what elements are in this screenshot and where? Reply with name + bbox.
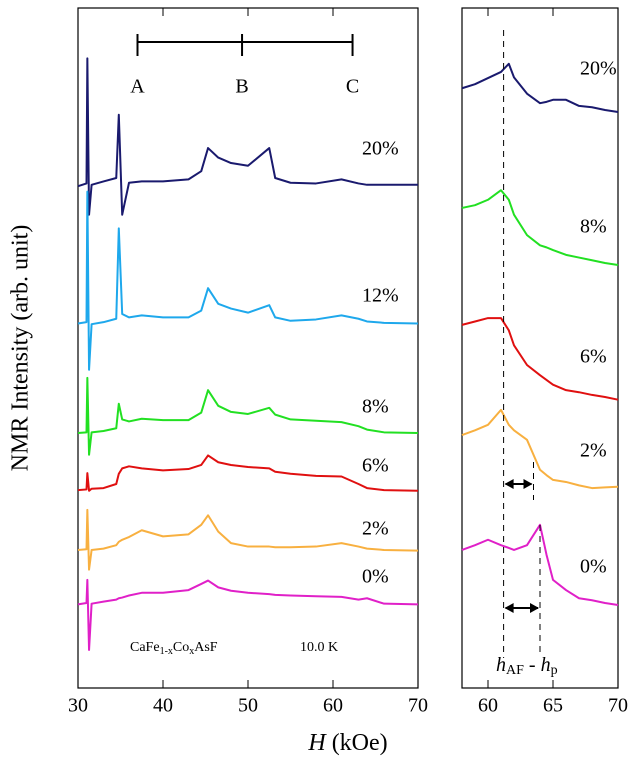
x-tick-label: 60 xyxy=(323,695,343,717)
series-label: 6% xyxy=(362,455,389,477)
compound-part: Co xyxy=(173,640,189,655)
difference-label: hAF - hp xyxy=(496,654,558,679)
spectrum-line xyxy=(77,190,419,371)
series-label: 2% xyxy=(580,440,607,462)
subscript: p xyxy=(551,663,558,678)
bracket-label: A xyxy=(130,76,145,98)
compound-part: CaFe xyxy=(130,640,160,655)
arrow-head xyxy=(504,479,514,489)
x-tick-label: 70 xyxy=(408,695,428,717)
spectrum-line xyxy=(461,317,619,401)
x-tick-label: 40 xyxy=(153,695,173,717)
right-frame xyxy=(461,7,619,689)
spectrum-line xyxy=(461,62,619,114)
x-tick-label: 60 xyxy=(478,695,498,717)
spectrum-line xyxy=(77,578,419,651)
x-axis-label: H (kOe) xyxy=(307,730,387,756)
minus: - xyxy=(524,654,541,676)
series-label: 20% xyxy=(362,138,399,160)
spectrum-line xyxy=(461,189,619,267)
x-tick-label: 70 xyxy=(608,695,628,717)
spectrum-line xyxy=(77,376,419,456)
x-tick-label: 65 xyxy=(543,695,563,717)
series-label: 0% xyxy=(362,566,389,588)
symbol: h xyxy=(541,654,551,676)
spectrum-line xyxy=(77,454,419,492)
spectrum-line xyxy=(77,508,419,571)
series-label: 6% xyxy=(580,346,607,368)
x-tick-label: 50 xyxy=(238,695,258,717)
symbol: h xyxy=(496,654,506,676)
x-tick-label: 30 xyxy=(68,695,88,717)
bracket-label: B xyxy=(235,76,248,98)
temperature-label: 10.0 K xyxy=(300,640,338,655)
compound-label: CaFe1-xCoxAsF xyxy=(130,640,218,657)
series-label: 8% xyxy=(362,396,389,418)
compound-subscript: x xyxy=(189,646,194,657)
arrow-head xyxy=(530,603,539,613)
x-label-unit: (kOe) xyxy=(326,730,388,756)
series-label: 8% xyxy=(580,216,607,238)
arrow-head xyxy=(504,603,514,613)
subscript: AF xyxy=(506,663,524,678)
spectrum-line xyxy=(461,523,619,607)
compound-subscript: 1-x xyxy=(160,646,173,657)
spectrum-line xyxy=(461,408,619,490)
x-label-symbol: H xyxy=(307,730,327,756)
series-label: 0% xyxy=(580,556,607,578)
spectrum-line xyxy=(77,57,418,216)
y-axis-label: NMR Intensity (arb. unit) xyxy=(8,225,34,472)
series-label: 20% xyxy=(580,58,617,80)
arrow-head xyxy=(523,479,533,489)
series-label: 12% xyxy=(362,285,399,307)
series-label: 2% xyxy=(362,518,389,540)
compound-part: AsF xyxy=(194,640,218,655)
bracket-label: C xyxy=(346,76,359,98)
